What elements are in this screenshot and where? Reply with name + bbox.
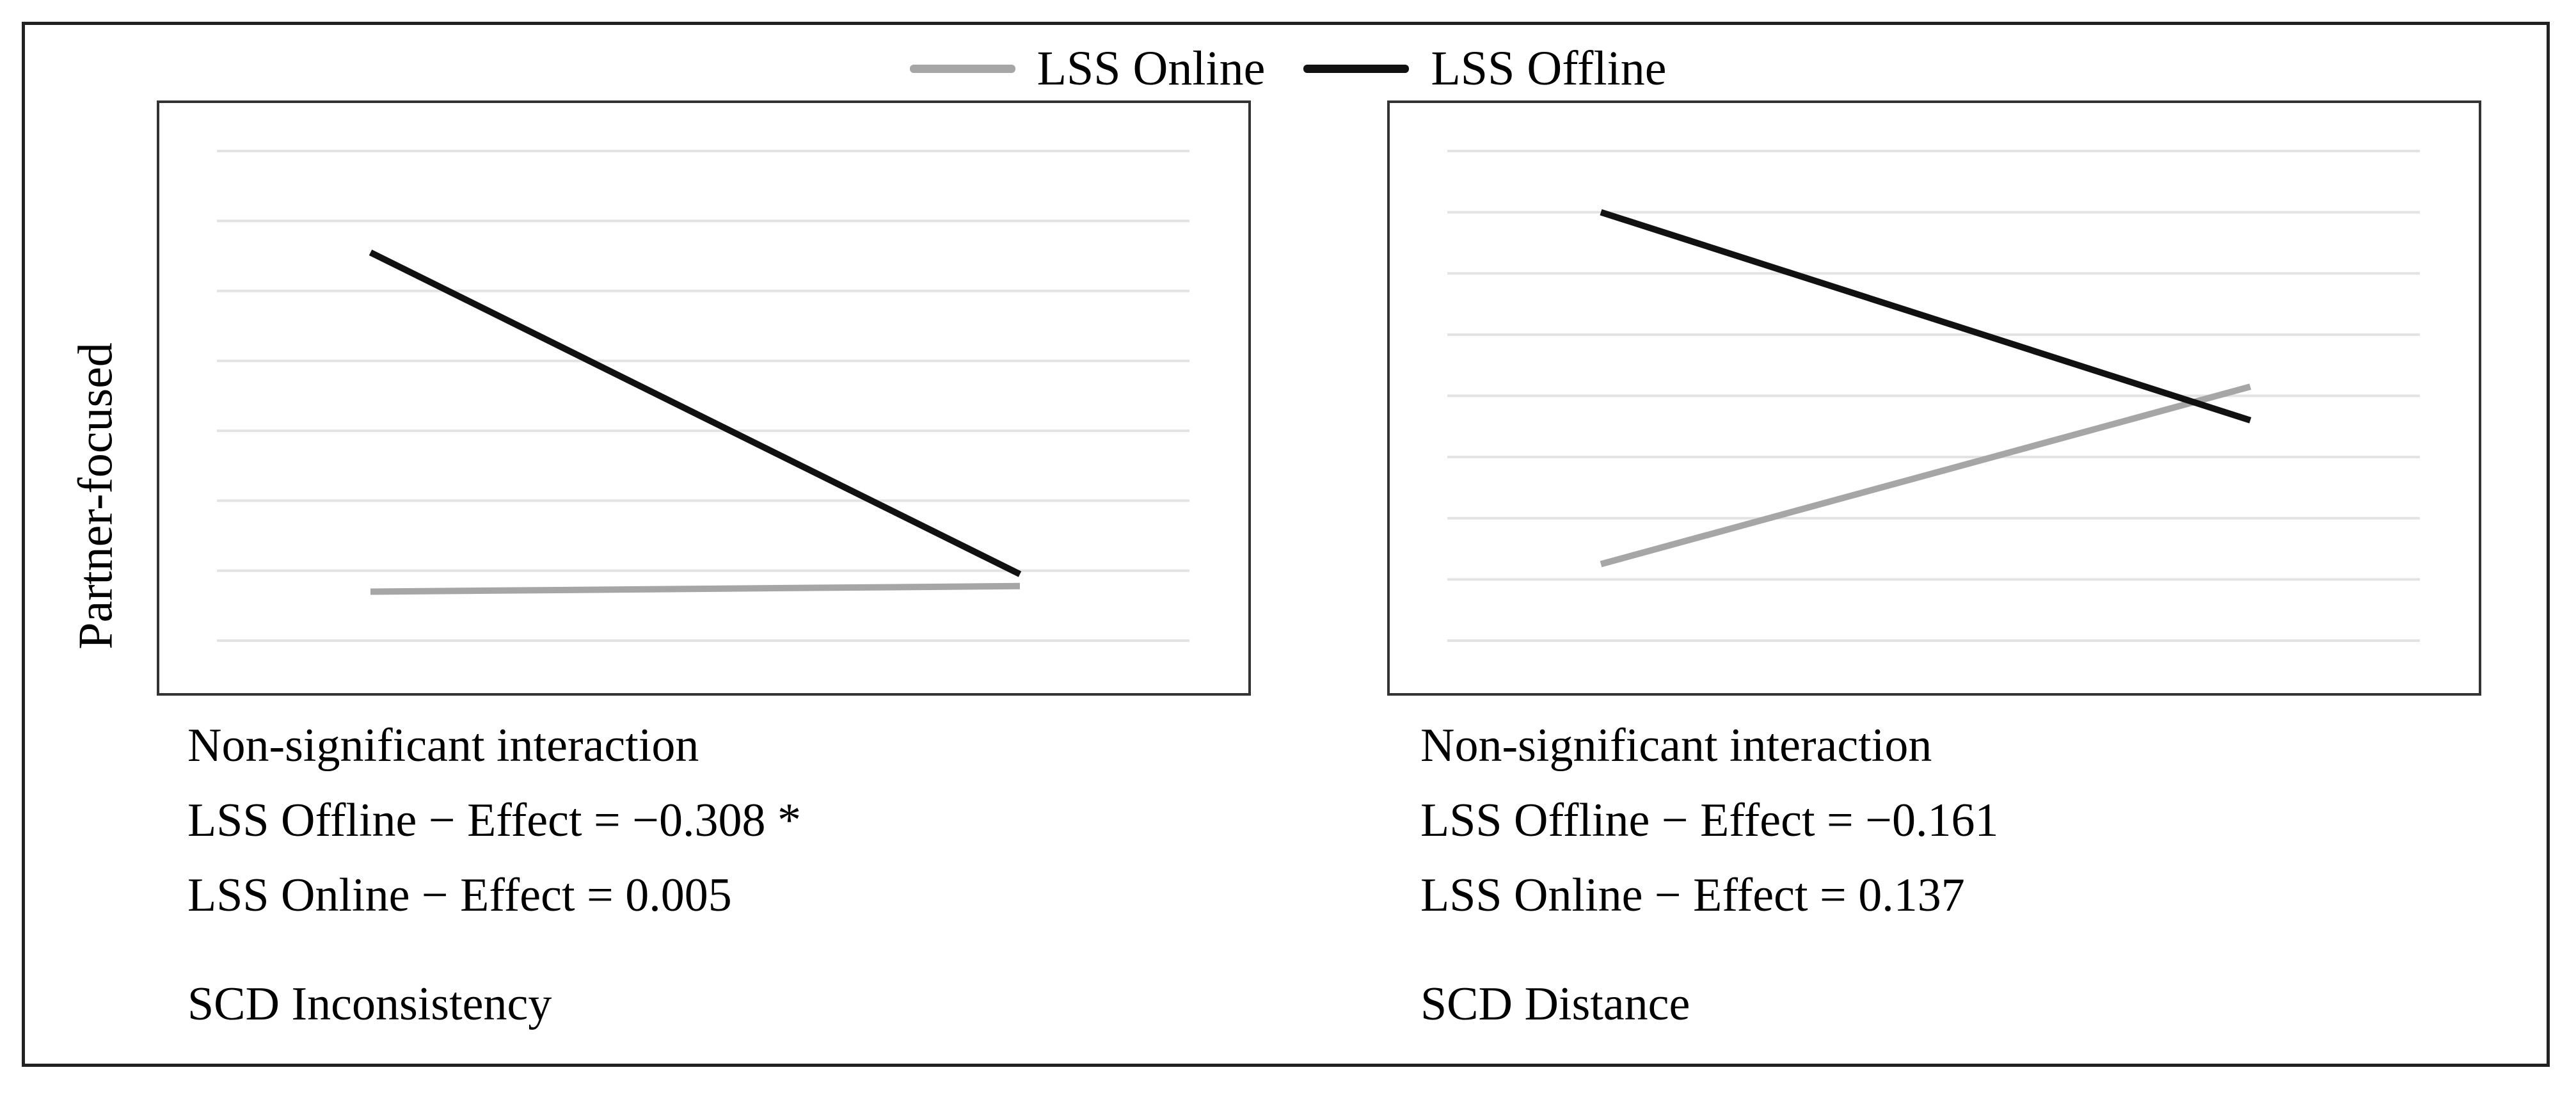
legend-label-lss-offline: LSS Offline [1431,41,1667,95]
plot-area-scd-distance [1387,100,2481,696]
annotation-offline-effect-right: LSS Offline − Effect = −0.161 [1420,794,1999,847]
annotation-interaction-left: Non-significant interaction [187,719,699,772]
plot-area-scd-inconsistency [157,100,1251,696]
annotation-online-effect-left: LSS Online − Effect = 0.005 [187,869,732,922]
y-axis-label: Partner-focused [68,342,123,650]
panel-title-scd-inconsistency: SCD Inconsistency [187,978,552,1030]
panel-title-scd-distance: SCD Distance [1420,978,1690,1030]
legend-item-lss-online: LSS Online [909,41,1266,97]
chart-svg-scd-distance [1447,150,2420,642]
annotation-offline-effect-left: LSS Offline − Effect = −0.308 * [187,794,801,847]
legend-item-lss-offline: LSS Offline [1303,41,1666,97]
series-line-lss-offline-scd-inconsistency [369,249,1022,577]
legend-label-lss-online: LSS Online [1037,41,1266,95]
series-line-lss-online-scd-inconsistency [370,582,1021,595]
series-line-lss-offline-scd-distance [1600,209,2252,424]
annotation-online-effect-right: LSS Online − Effect = 0.137 [1420,869,1965,922]
chart-svg-scd-inconsistency [217,150,1189,642]
series-line-lss-online-scd-distance [1600,383,2252,568]
legend-swatch-lss-offline [1303,64,1410,73]
annotation-interaction-right: Non-significant interaction [1420,719,1932,772]
legend: LSS Online LSS Offline [0,40,2576,97]
figure-frame [22,22,2550,1067]
legend-swatch-lss-online [909,64,1015,73]
